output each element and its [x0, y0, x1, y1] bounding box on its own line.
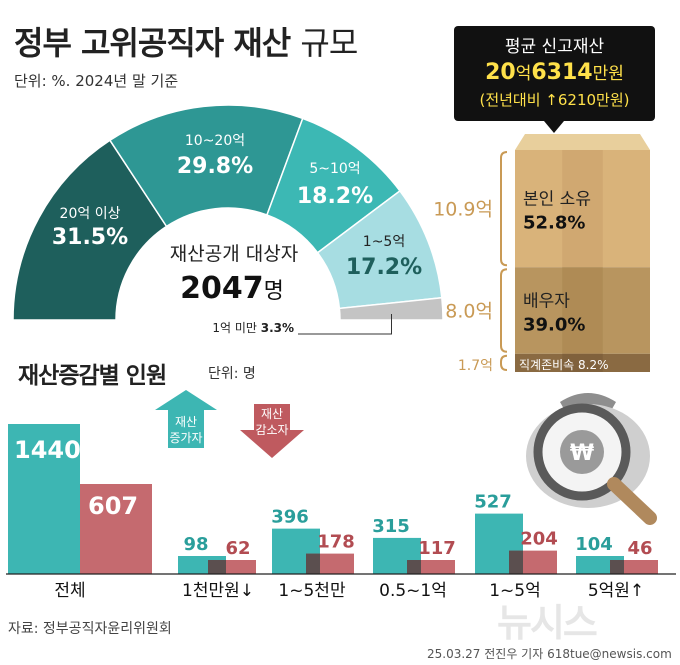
bar-decrease-value: 607	[88, 492, 138, 520]
page-title: 정부 고위공직자 재산 규모	[14, 18, 358, 64]
legend-increase-line2: 증가자	[169, 431, 202, 445]
gauge-slice-value: 29.8%	[177, 154, 253, 179]
bar-overlap	[610, 560, 624, 574]
gauge-slice	[338, 296, 444, 321]
box-segment-label: 배우자	[523, 292, 570, 312]
gauge-slice-label: 20억 이상	[60, 206, 121, 222]
average-change: (전년대비 ↑6210만원)	[479, 91, 630, 109]
bar-increase-value: 98	[183, 534, 208, 555]
box-segment-label: 본인 소유	[523, 190, 591, 210]
gauge-slice-label: 5~10억	[309, 161, 360, 177]
box-ribbon	[562, 267, 603, 354]
box-amount: 8.0억	[445, 301, 493, 323]
bar-increase	[8, 424, 80, 574]
bar-overlap	[306, 553, 320, 574]
box-bracket	[500, 354, 508, 371]
watermark: 뉴시스	[497, 601, 598, 645]
category-label: 0.5~1억	[379, 581, 447, 601]
bar-decrease-value: 62	[225, 538, 250, 559]
average-asset-box: 평균 신고재산 20억6314만원 (전년대비 ↑6210만원)	[454, 26, 655, 133]
bar-overlap	[208, 560, 226, 574]
gauge-small-slice-label: 1억 미만 3.3%	[212, 321, 294, 335]
category-label: 1천만원↓	[182, 581, 254, 601]
bar-decrease-value: 46	[627, 538, 652, 559]
section-title: 재산증감별 인원	[18, 363, 167, 389]
category-label: 전체	[54, 581, 85, 601]
box-bracket	[500, 268, 508, 353]
box-bracket	[500, 151, 508, 267]
gauge-slice-label: 1~5억	[363, 234, 405, 250]
bar-increase-value: 315	[372, 516, 410, 537]
credit-text: 25.03.27 전진우 기자 618tue@newsis.com	[427, 647, 672, 661]
box-amount: 10.9억	[433, 199, 493, 221]
category-label: 5억원↑	[588, 581, 644, 601]
section-unit: 단위: 명	[208, 366, 256, 382]
title-bold: 정부 고위공직자 재산	[14, 24, 291, 62]
box-ribbon	[562, 353, 603, 372]
box-segment-label: 직계존비속 8.2%	[519, 358, 609, 372]
gauge-slice	[108, 104, 304, 228]
bar-decrease-value: 178	[317, 532, 355, 553]
box-segment-value: 52.8%	[523, 213, 585, 234]
box-lid	[515, 134, 650, 150]
bar-overlap	[407, 560, 421, 574]
bar-increase-value: 396	[271, 507, 309, 528]
svg-text:₩: ₩	[570, 441, 594, 466]
legend-decrease-line2: 감소자	[255, 423, 288, 437]
asset-distribution-gauge: 20억 이상 31.5% 10~20억 29.8% 5~10억 18.2% 1~5억 17.2…	[12, 104, 444, 335]
up-arrow-icon	[155, 390, 217, 448]
box-amount: 1.7억	[458, 358, 493, 374]
magnifier-icon: ₩	[526, 393, 657, 525]
gauge-center-value: 2047명	[180, 271, 284, 306]
gauge-leader-line	[298, 314, 392, 335]
legend-decrease-line1: 재산	[261, 407, 283, 421]
legend-increase-line1: 재산	[175, 415, 197, 429]
average-value: 20억6314만원	[485, 60, 624, 85]
legend-increase: 재산 증가자	[155, 390, 217, 448]
box-ribbon	[562, 150, 603, 268]
source-text: 자료: 정부공직자윤리위원회	[8, 621, 172, 637]
box-segment-value: 39.0%	[523, 315, 585, 336]
gauge-slice-value: 18.2%	[297, 184, 373, 209]
gauge-slice-value: 17.2%	[346, 255, 422, 280]
bar-increase-value: 104	[575, 534, 613, 555]
legend-decrease: 재산 감소자	[240, 404, 304, 458]
category-label: 1~5천만	[278, 581, 346, 601]
bar-overlap	[509, 550, 523, 574]
unit-label: 단위: %. 2024년 말 기준	[14, 72, 179, 90]
gauge-center-label: 재산공개 대상자	[170, 243, 298, 265]
bar-increase-value: 527	[474, 492, 512, 513]
gauge-slice-value: 31.5%	[52, 225, 128, 250]
average-label: 평균 신고재산	[504, 37, 605, 57]
down-arrow-icon	[240, 404, 304, 458]
title-light: 규모	[300, 24, 358, 62]
bar-decrease-value: 117	[418, 538, 456, 559]
bar-increase-value: 1440	[14, 436, 81, 464]
bar-decrease	[80, 484, 152, 574]
gauge-slice	[12, 139, 168, 321]
category-label: 1~5억	[489, 581, 541, 601]
gauge-slice-label: 10~20억	[185, 133, 245, 149]
bar-decrease-value: 204	[520, 529, 558, 550]
